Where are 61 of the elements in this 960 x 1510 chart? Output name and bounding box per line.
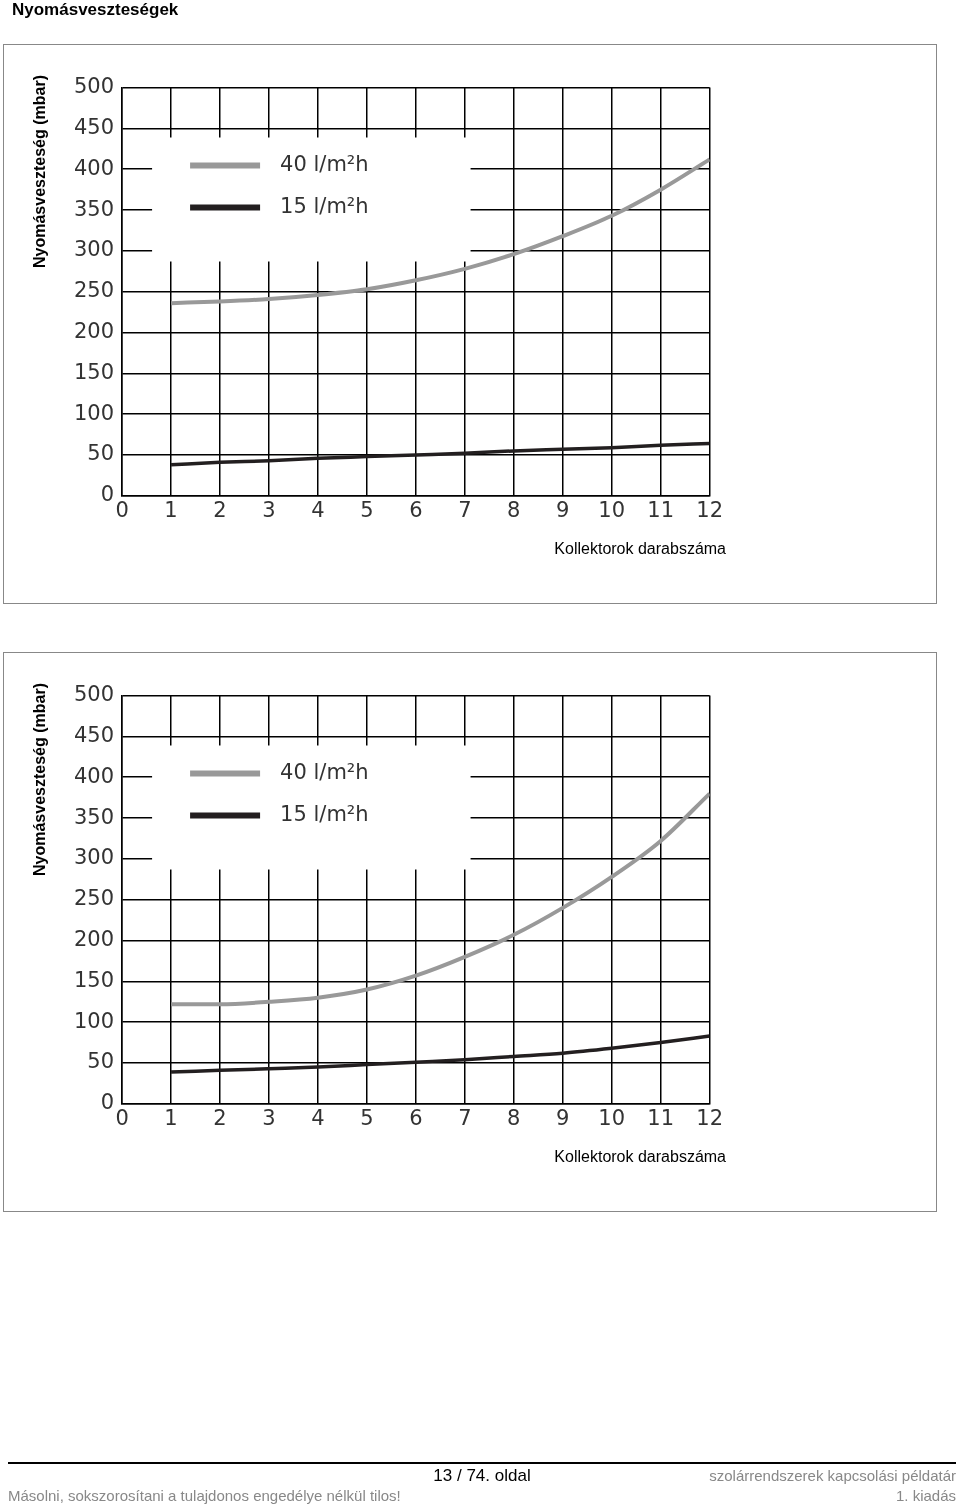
y-tick-label: 500 (73, 682, 115, 707)
y-tick-label: 200 (73, 926, 115, 951)
x-tick-label: 4 (311, 497, 325, 522)
x-tick-label: 1 (164, 1105, 178, 1130)
x-tick-label: 12 (696, 1105, 724, 1130)
x-tick-label: 7 (458, 1105, 472, 1130)
line-series (169, 157, 710, 306)
x-tick-label: 10 (598, 497, 626, 522)
y-tick-label: 150 (73, 967, 115, 992)
y-tick-label: 450 (73, 722, 115, 747)
x-tick-label: 6 (409, 1105, 423, 1130)
x-tick-label: 9 (556, 497, 570, 522)
y-axis-title: Nyomásveszteség (mbar) (31, 683, 49, 878)
y-tick-label: 450 (73, 114, 115, 139)
y-tick-label: 350 (73, 196, 115, 221)
text: szolárrendszerek kapcsolási példatár (708, 1466, 956, 1486)
y-axis-title: Nyomásveszteség (mbar) (31, 75, 49, 270)
x-tick-label: 2 (213, 1105, 227, 1130)
y-tick-label: 250 (73, 278, 115, 303)
x-tick-label: 5 (360, 497, 374, 522)
chart-title: Nyomásveszteségek (12, 0, 179, 20)
legend-label: 15 l/m²h (280, 194, 369, 219)
x-tick-label: 8 (507, 497, 521, 522)
y-tick-label: 400 (73, 763, 115, 788)
x-tick-label: 7 (458, 497, 472, 522)
x-tick-label: 11 (647, 1105, 675, 1130)
x-axis-title: Kollektorok darabszáma (554, 1148, 726, 1166)
y-tick-label: 50 (87, 1049, 115, 1074)
y-tick-label: 250 (73, 886, 115, 911)
x-tick-label: 6 (409, 497, 423, 522)
x-tick-label: 9 (556, 1105, 570, 1130)
x-tick-label: 4 (311, 1105, 325, 1130)
line-series (169, 441, 710, 467)
y-tick-label: 100 (73, 400, 115, 425)
x-tick-label: 5 (360, 1105, 374, 1130)
legend-label: 40 l/m²h (280, 760, 369, 785)
x-tick-label: 10 (598, 1105, 626, 1130)
x-tick-label: 12 (696, 497, 724, 522)
legend-label: 40 l/m²h (280, 152, 369, 177)
line-series (169, 791, 710, 1007)
y-tick-label: 200 (73, 318, 115, 343)
text: 13 / 74. oldal (432, 1466, 532, 1486)
y-tick-label: 100 (73, 1008, 115, 1033)
legend-label: 15 l/m²h (280, 802, 369, 827)
y-tick-label: 300 (73, 237, 115, 262)
x-tick-label: 3 (262, 1105, 276, 1130)
x-tick-label: 2 (213, 497, 227, 522)
x-tick-label: 8 (507, 1105, 521, 1130)
x-tick-label: 11 (647, 497, 675, 522)
y-tick-label: 150 (73, 359, 115, 384)
text: 1. kiadás (894, 1486, 956, 1506)
x-tick-label: 3 (262, 497, 276, 522)
y-tick-label: 50 (87, 441, 115, 466)
x-axis-title: Kollektorok darabszáma (554, 540, 726, 558)
y-tick-label: 500 (73, 74, 115, 99)
y-tick-label: 350 (73, 804, 115, 829)
text: Másolni, sokszorosítani a tulajdonos engedélye nélkül tilos! (8, 1486, 402, 1506)
line-series (169, 1034, 710, 1074)
y-tick-label: 400 (73, 155, 115, 180)
y-tick-label: 300 (73, 845, 115, 870)
x-tick-label: 1 (164, 497, 178, 522)
